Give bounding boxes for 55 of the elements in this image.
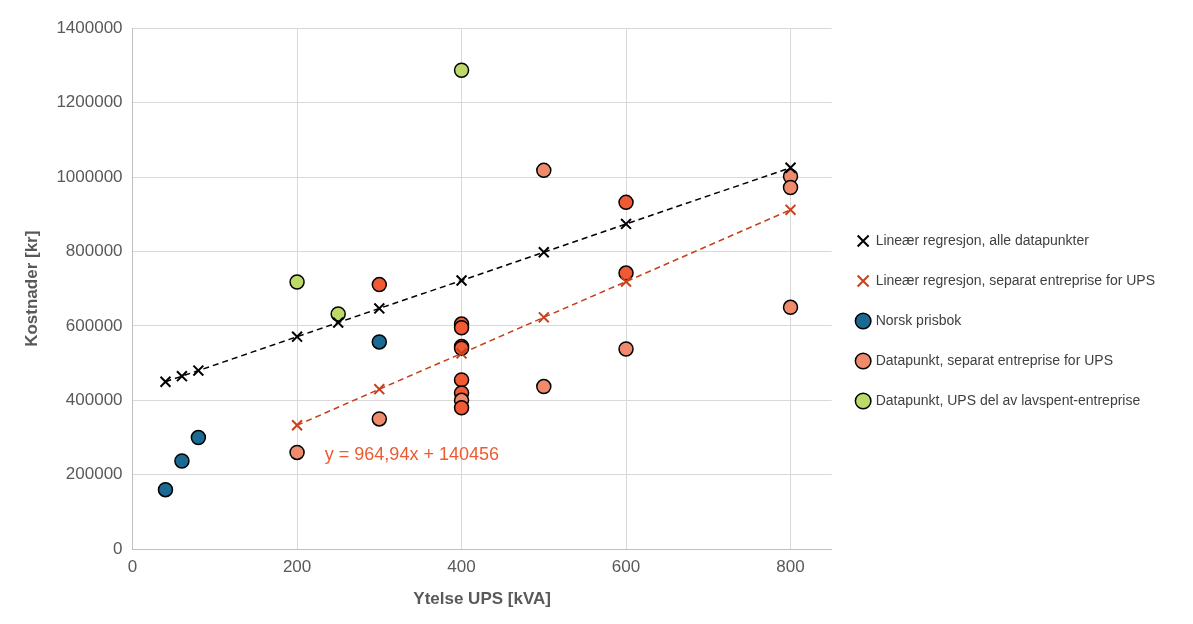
point: [332, 316, 345, 329]
point: [620, 275, 632, 288]
y-tick-label: 600000: [65, 315, 123, 335]
y-tick-label: 1400000: [56, 17, 123, 37]
y-tick-label: 400000: [65, 390, 123, 410]
annotation: y = 964,94x + 140456: [324, 444, 499, 465]
point: [289, 274, 305, 290]
point: [157, 481, 174, 498]
point: [618, 341, 634, 357]
point: [453, 400, 470, 416]
legend-label: Datapunkt, UPS del av lavspent-entreprise: [875, 391, 1141, 408]
point: [782, 299, 799, 316]
legend-label: Datapunkt, separat entreprise for UPS: [875, 351, 1113, 368]
point: [291, 419, 304, 432]
y-tick-label: 1200000: [56, 92, 123, 112]
point: [291, 330, 304, 343]
point: [371, 411, 388, 427]
point: [453, 320, 470, 336]
point: [192, 364, 205, 377]
point: [371, 334, 388, 350]
point: [373, 302, 386, 315]
point: [782, 179, 799, 196]
point: [536, 378, 552, 395]
y-tick-label: 1000000: [56, 166, 123, 186]
legend-label: Norsk prisbok: [875, 311, 963, 328]
point: [373, 383, 386, 396]
x-tick-label: 400: [447, 557, 476, 577]
point: [455, 347, 468, 360]
point: [537, 311, 550, 324]
point: [190, 429, 207, 446]
x-tick-label: 200: [282, 557, 312, 577]
legend-label: Lineær regresjon, separat entreprise for UPS: [875, 271, 1155, 288]
point: [453, 372, 470, 388]
point: [618, 194, 634, 211]
point: [453, 62, 470, 78]
y-axis-title: Kostnader [kr]: [21, 230, 41, 347]
x-tick-label: 0: [127, 557, 138, 577]
point: [784, 203, 797, 216]
point: [620, 218, 632, 230]
point: [537, 246, 550, 259]
y-tick-label: 0: [113, 538, 123, 558]
point: [455, 274, 468, 287]
point: [175, 370, 188, 383]
point: [536, 162, 552, 179]
legend-label: Lineær regresjon, alle datapunkter: [875, 231, 1090, 248]
x-tick-label: 800: [776, 557, 805, 577]
point: [159, 375, 172, 388]
point: [174, 453, 190, 469]
x-tick-label: 600: [611, 557, 641, 577]
y-tick-label: 200000: [65, 464, 123, 484]
x-axis-title: Ytelse UPS [kVA]: [413, 589, 551, 609]
point: [289, 444, 305, 461]
point: [371, 276, 388, 293]
y-tick-label: 800000: [65, 241, 123, 261]
point: [784, 161, 797, 174]
